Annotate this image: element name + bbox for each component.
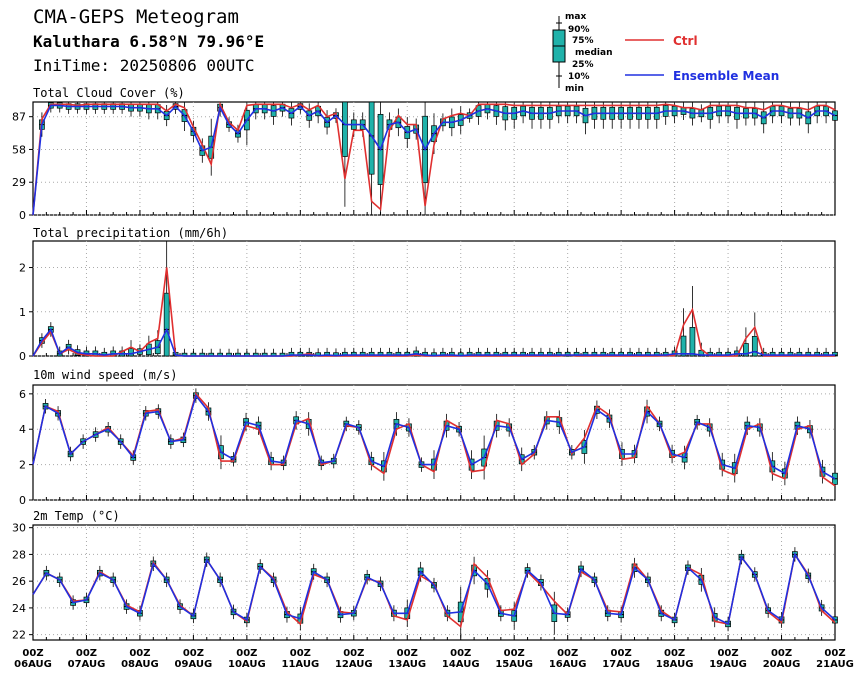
y-tick-label: 0 — [19, 209, 26, 222]
x-tick-label: 00Z — [290, 648, 311, 659]
x-tick-label: 21AUG — [816, 659, 854, 670]
y-tick-label: 1 — [19, 306, 26, 319]
x-tick-label: 00Z — [611, 648, 632, 659]
legend-box-label: 90% — [568, 25, 590, 35]
x-tick-label: 16AUG — [549, 659, 587, 670]
panel-title: Total precipitation (mm/6h) — [33, 226, 228, 240]
legend-box-label: 25% — [572, 60, 594, 70]
x-tick-label: 08AUG — [121, 659, 159, 670]
x-tick-label: 13AUG — [388, 659, 426, 670]
x-tick-label: 12AUG — [335, 659, 373, 670]
x-tick-label: 14AUG — [442, 659, 480, 670]
x-tick-label: 00Z — [824, 648, 845, 659]
legend-box-label: min — [565, 84, 584, 94]
x-tick-label: 00Z — [557, 648, 578, 659]
legend-box-label: median — [575, 48, 613, 58]
panel-title: Total Cloud Cover (%) — [33, 86, 185, 100]
panel-frame — [32, 240, 836, 357]
x-tick-label: 10AUG — [228, 659, 266, 670]
meteogram-title: CMA-GEPS Meteogram — [33, 6, 239, 28]
ensemble-box — [342, 101, 348, 157]
y-tick-label: 22 — [12, 629, 26, 642]
x-tick-label: 00Z — [129, 648, 150, 659]
legend-box-label: 75% — [572, 36, 594, 46]
ensemble-box — [751, 335, 758, 357]
y-tick-label: 0 — [19, 350, 26, 363]
panel-title: 10m wind speed (m/s) — [33, 368, 178, 382]
x-tick-label: 00Z — [664, 648, 685, 659]
x-tick-label: 20AUG — [763, 659, 801, 670]
legend-box-label: 10% — [568, 72, 590, 82]
x-tick-label: 11AUG — [281, 659, 319, 670]
x-tick-label: 00Z — [397, 648, 418, 659]
x-tick-label: 00Z — [717, 648, 738, 659]
ensemble-mean-series-line — [32, 393, 836, 480]
x-tick-label: 00Z — [343, 648, 364, 659]
ctrl-series-line — [32, 101, 836, 216]
ctrl-series-line — [32, 392, 836, 487]
y-tick-label: 0 — [19, 494, 26, 507]
ensemble-box — [743, 343, 749, 357]
ensemble-mean-series-line — [32, 552, 836, 626]
y-tick-label: 26 — [12, 575, 26, 588]
x-tick-label: 19AUG — [709, 659, 747, 670]
x-tick-label: 00Z — [183, 648, 204, 659]
legend-box-label: max — [565, 12, 586, 22]
ensemble-box — [689, 327, 696, 357]
x-tick-label: 07AUG — [68, 659, 106, 670]
x-tick-label: 00Z — [76, 648, 97, 659]
ensemble-box — [564, 351, 571, 357]
x-tick-label: 00Z — [504, 648, 525, 659]
legend-ctrl-label: Ctrl — [673, 34, 698, 48]
y-tick-label: 4 — [19, 423, 26, 436]
y-tick-label: 29 — [12, 176, 26, 189]
x-tick-label: 17AUG — [602, 659, 640, 670]
x-tick-label: 00Z — [236, 648, 257, 659]
panel-title: 2m Temp (°C) — [33, 509, 120, 523]
y-tick-label: 30 — [12, 522, 26, 535]
x-tick-label: 06AUG — [14, 659, 52, 670]
x-tick-label: 09AUG — [175, 659, 213, 670]
y-tick-label: 58 — [12, 143, 26, 156]
x-tick-label: 00Z — [450, 648, 471, 659]
y-tick-label: 2 — [19, 262, 26, 275]
x-tick-label: 15AUG — [495, 659, 533, 670]
y-tick-label: 2 — [19, 459, 26, 472]
y-tick-label: 28 — [12, 548, 26, 561]
y-tick-label: 24 — [12, 602, 26, 615]
x-tick-label: 18AUG — [656, 659, 694, 670]
ensemble-mean-series-line — [32, 104, 836, 216]
init-time-label: IniTime: 20250806 00UTC — [33, 56, 255, 75]
ensemble-box — [163, 292, 170, 357]
ensemble-box — [128, 348, 134, 357]
legend-mean-label: Ensemble Mean — [673, 69, 779, 83]
ensemble-mean-series-line — [32, 327, 835, 357]
location-label: Kaluthara 6.58°N 79.96°E — [33, 32, 265, 51]
y-tick-label: 87 — [12, 111, 26, 124]
y-tick-label: 6 — [19, 388, 26, 401]
ensemble-box — [680, 335, 687, 357]
ensemble-box — [368, 101, 375, 175]
x-tick-label: 00Z — [22, 648, 43, 659]
x-tick-label: 00Z — [771, 648, 792, 659]
